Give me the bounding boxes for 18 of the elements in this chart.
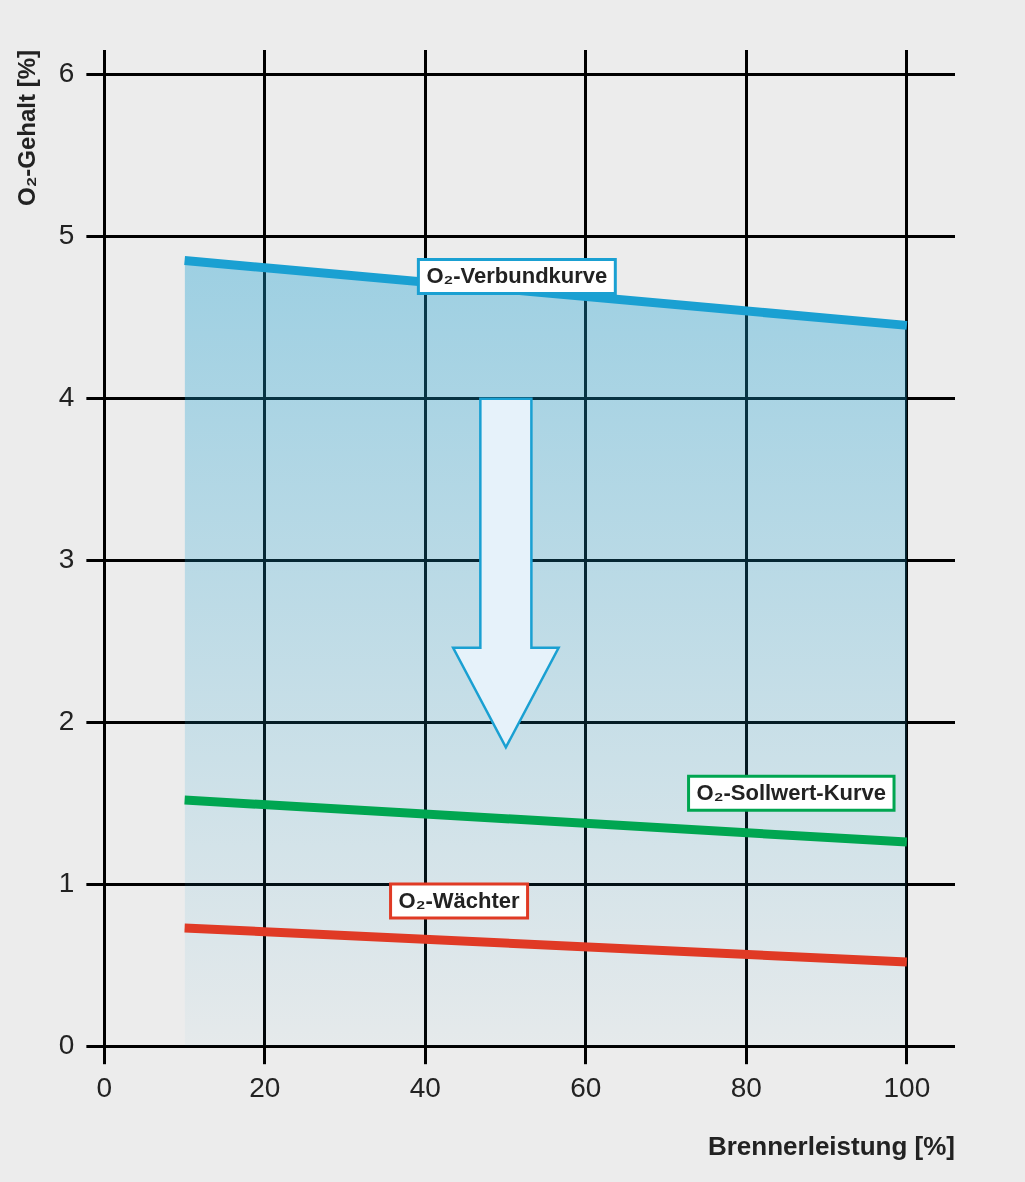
y-tick-label: 1 xyxy=(58,866,75,898)
x-tick-label: 0 xyxy=(96,1071,113,1103)
y-tick-label: 2 xyxy=(58,704,75,736)
y-tick-label: 4 xyxy=(58,380,75,412)
series-label: O₂-Sollwert-Kurve xyxy=(696,780,887,806)
series-label: O₂-Wächter xyxy=(398,887,521,913)
x-tick-label: 60 xyxy=(570,1071,602,1103)
y-tick-label: 6 xyxy=(58,57,75,89)
x-tick-label: 40 xyxy=(409,1071,441,1103)
y-tick-label: 5 xyxy=(58,219,75,250)
x-tick-label: 80 xyxy=(730,1071,762,1103)
y-axis-title: O₂-Gehalt [%] xyxy=(13,50,41,206)
y-tick-label: 0 xyxy=(58,1028,75,1060)
x-tick-label: 20 xyxy=(249,1071,281,1103)
x-tick-label: 100 xyxy=(883,1071,931,1103)
series-label: O₂-Verbundkurve xyxy=(426,263,608,289)
y-tick-label: 3 xyxy=(58,542,75,574)
x-axis-title: Brennerleistung [%] xyxy=(707,1130,955,1161)
